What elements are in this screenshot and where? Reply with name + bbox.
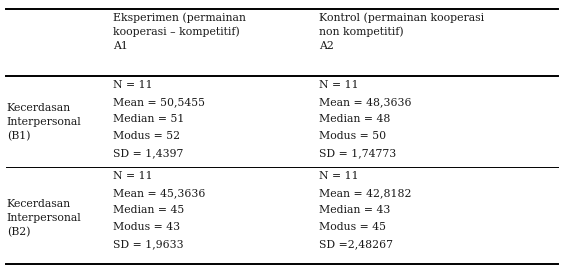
Text: Mean = 45,3636: Mean = 45,3636: [113, 188, 205, 198]
Text: Median = 45: Median = 45: [113, 205, 184, 215]
Text: N = 11: N = 11: [319, 171, 358, 181]
Text: Mean = 50,5455: Mean = 50,5455: [113, 97, 205, 107]
Text: Kecerdasan
Interpersonal
(B2): Kecerdasan Interpersonal (B2): [7, 199, 82, 237]
Text: SD = 1,4397: SD = 1,4397: [113, 148, 183, 158]
Text: Mean = 48,3636: Mean = 48,3636: [319, 97, 411, 107]
Text: Modus = 50: Modus = 50: [319, 131, 386, 141]
Text: Modus = 45: Modus = 45: [319, 222, 386, 232]
Text: SD = 1,74773: SD = 1,74773: [319, 148, 396, 158]
Text: N = 11: N = 11: [113, 80, 152, 90]
Text: Mean = 42,8182: Mean = 42,8182: [319, 188, 411, 198]
Text: SD = 1,9633: SD = 1,9633: [113, 239, 183, 249]
Text: Eksperimen (permainan
kooperasi – kompetitif)
A1: Eksperimen (permainan kooperasi – kompet…: [113, 12, 246, 51]
Text: Median = 43: Median = 43: [319, 205, 390, 215]
Text: Median = 48: Median = 48: [319, 114, 390, 124]
Text: Modus = 43: Modus = 43: [113, 222, 180, 232]
Text: Kecerdasan
Interpersonal
(B1): Kecerdasan Interpersonal (B1): [7, 103, 82, 142]
Text: N = 11: N = 11: [319, 80, 358, 90]
Text: N = 11: N = 11: [113, 171, 152, 181]
Text: SD =2,48267: SD =2,48267: [319, 239, 393, 249]
Text: Modus = 52: Modus = 52: [113, 131, 180, 141]
Text: Kontrol (permainan kooperasi
non kompetitif)
A2: Kontrol (permainan kooperasi non kompeti…: [319, 12, 484, 51]
Text: Median = 51: Median = 51: [113, 114, 184, 124]
